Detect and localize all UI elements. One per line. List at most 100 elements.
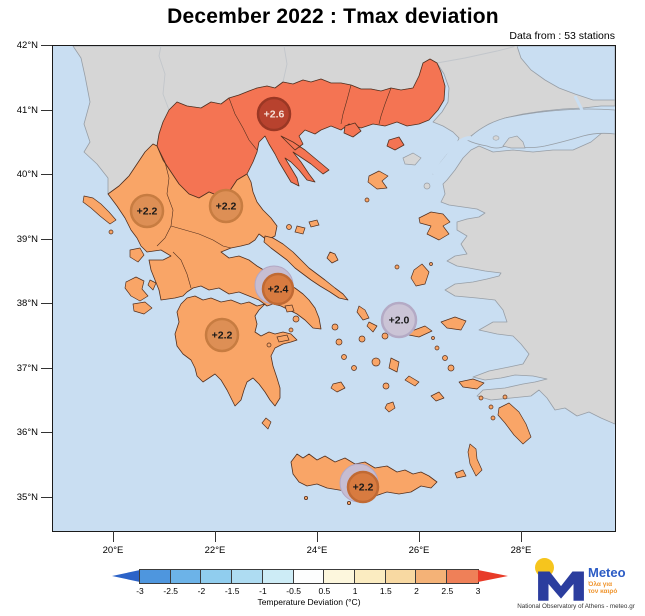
sea-of-marmara bbox=[466, 108, 615, 149]
station-marker: +2.6 bbox=[256, 96, 292, 132]
colorbar-cell bbox=[262, 570, 294, 583]
stations-count-note: Data from : 53 stations bbox=[509, 30, 615, 42]
nisyros-island bbox=[478, 395, 484, 401]
lat-label: 37°N bbox=[16, 362, 38, 374]
lat-label: 41°N bbox=[16, 104, 38, 116]
colorbar-tick-label: 1 bbox=[352, 586, 358, 596]
andros-island bbox=[356, 305, 370, 321]
station-marker-circle bbox=[380, 301, 418, 339]
lon-tick bbox=[113, 531, 114, 542]
station-value-label: +2.6 bbox=[264, 109, 285, 121]
lon-tick bbox=[215, 531, 216, 542]
colorbar-cell bbox=[324, 570, 356, 583]
colorbar-cell bbox=[201, 570, 233, 583]
rhodes-island bbox=[497, 402, 532, 445]
station-value-label: +2.2 bbox=[216, 201, 237, 213]
leros-island bbox=[442, 355, 448, 361]
colorbar-caption: Temperature Deviation (°C) bbox=[257, 597, 361, 607]
syros-island bbox=[358, 335, 366, 343]
station-marker: +2.2 bbox=[339, 463, 380, 504]
lon-label: 24°E bbox=[306, 545, 328, 556]
lat-tick bbox=[41, 432, 52, 433]
kythnos-island bbox=[335, 338, 343, 346]
colorbar-tick-label: 2 bbox=[414, 586, 419, 596]
sifnos-island bbox=[351, 365, 357, 371]
lat-tick bbox=[41, 496, 52, 498]
bozcaada-island bbox=[423, 182, 431, 190]
meteo-tagline-2: τον καιρό bbox=[588, 588, 618, 595]
station-value-label: +2.2 bbox=[137, 206, 158, 218]
psara-island bbox=[394, 264, 400, 270]
ne-aegean-islands bbox=[364, 170, 467, 340]
station-marker: +2.2 bbox=[129, 193, 165, 229]
gokceada-island bbox=[402, 152, 422, 166]
colorbar-cells bbox=[139, 569, 479, 584]
colorbar-tick-label: 3 bbox=[475, 586, 481, 596]
lat-label: 42°N bbox=[16, 40, 38, 51]
ionian-islands bbox=[82, 195, 272, 430]
agios-efstratios-island bbox=[364, 197, 370, 203]
symi-island bbox=[502, 394, 508, 400]
colorbar-cell bbox=[293, 570, 325, 583]
station-marker: +2.0 bbox=[380, 301, 418, 339]
station-markers: +2.6 +2.2 +2.2 +2.4 +2.2 +2.0 +2.2 bbox=[129, 96, 418, 504]
saros-gulf bbox=[417, 130, 453, 154]
lat-tick bbox=[41, 45, 52, 46]
marmara-island bbox=[492, 135, 500, 141]
colorbar-cell bbox=[232, 570, 263, 583]
chalki-island bbox=[490, 415, 496, 421]
map-canvas: +2.6 +2.2 +2.2 +2.4 +2.2 +2.0 +2.2 bbox=[53, 46, 615, 531]
station-marker: +2.2 bbox=[204, 317, 240, 353]
lefkada-island bbox=[129, 247, 145, 263]
corfu-island bbox=[82, 195, 117, 225]
station-value-label: +2.2 bbox=[212, 330, 233, 342]
meteo-logo: Meteo Όλα για τον καιρό National Observa… bbox=[510, 555, 642, 613]
macedonia-thrace bbox=[156, 58, 446, 199]
colorbar-tick-label: 1.5 bbox=[379, 586, 392, 596]
amorgos-island bbox=[404, 375, 420, 387]
lon-label: 28°E bbox=[510, 545, 532, 556]
station-value-label: +2.4 bbox=[268, 284, 289, 296]
station-marker-circle bbox=[256, 96, 292, 132]
lon-label: 26°E bbox=[408, 545, 430, 556]
paros-island bbox=[371, 357, 381, 367]
bosphorus-strait bbox=[573, 95, 585, 113]
cyclades-islands bbox=[330, 305, 445, 413]
kapidag-peninsula bbox=[502, 135, 526, 149]
station-value-label: +2.0 bbox=[389, 315, 410, 327]
station-marker-circle bbox=[346, 470, 380, 504]
colorbar-cell bbox=[447, 570, 478, 583]
colorbar-tick-label: -3 bbox=[136, 586, 144, 596]
euboea-island bbox=[263, 235, 349, 301]
kea-island bbox=[331, 323, 339, 331]
water-overlays bbox=[417, 46, 615, 176]
peloponnese bbox=[174, 295, 298, 407]
salamis-island bbox=[284, 304, 295, 313]
lat-label: 38°N bbox=[16, 298, 38, 309]
greece-north-region bbox=[156, 58, 446, 199]
milos-island bbox=[330, 381, 346, 393]
naxos-island bbox=[388, 357, 400, 373]
meteo-tagline-1: Όλα για bbox=[588, 581, 613, 588]
lat-label: 40°N bbox=[16, 169, 38, 180]
karpathos-island bbox=[467, 443, 483, 477]
turkish-islands bbox=[402, 152, 431, 190]
ithaca-island bbox=[147, 279, 157, 291]
colorbar-tick-label: -2 bbox=[197, 586, 206, 596]
lat-label: 35°N bbox=[16, 491, 38, 503]
station-marker-circle bbox=[129, 193, 165, 229]
colorbar-tick-label: -1 bbox=[259, 586, 267, 596]
serifos-island bbox=[341, 354, 347, 360]
meteo-m-icon bbox=[538, 571, 584, 601]
station-marker-circle bbox=[208, 188, 244, 224]
mykonos-island bbox=[381, 332, 389, 340]
country-borders bbox=[158, 46, 518, 111]
kalymnos-island bbox=[447, 364, 455, 372]
limnos-island bbox=[367, 170, 389, 190]
lon-label: 22°E bbox=[204, 545, 226, 556]
astypalaia-island bbox=[430, 391, 445, 402]
alonnisos-island bbox=[308, 219, 320, 228]
dodecanese-islands bbox=[434, 345, 532, 479]
lon-label: 20°E bbox=[102, 545, 124, 556]
